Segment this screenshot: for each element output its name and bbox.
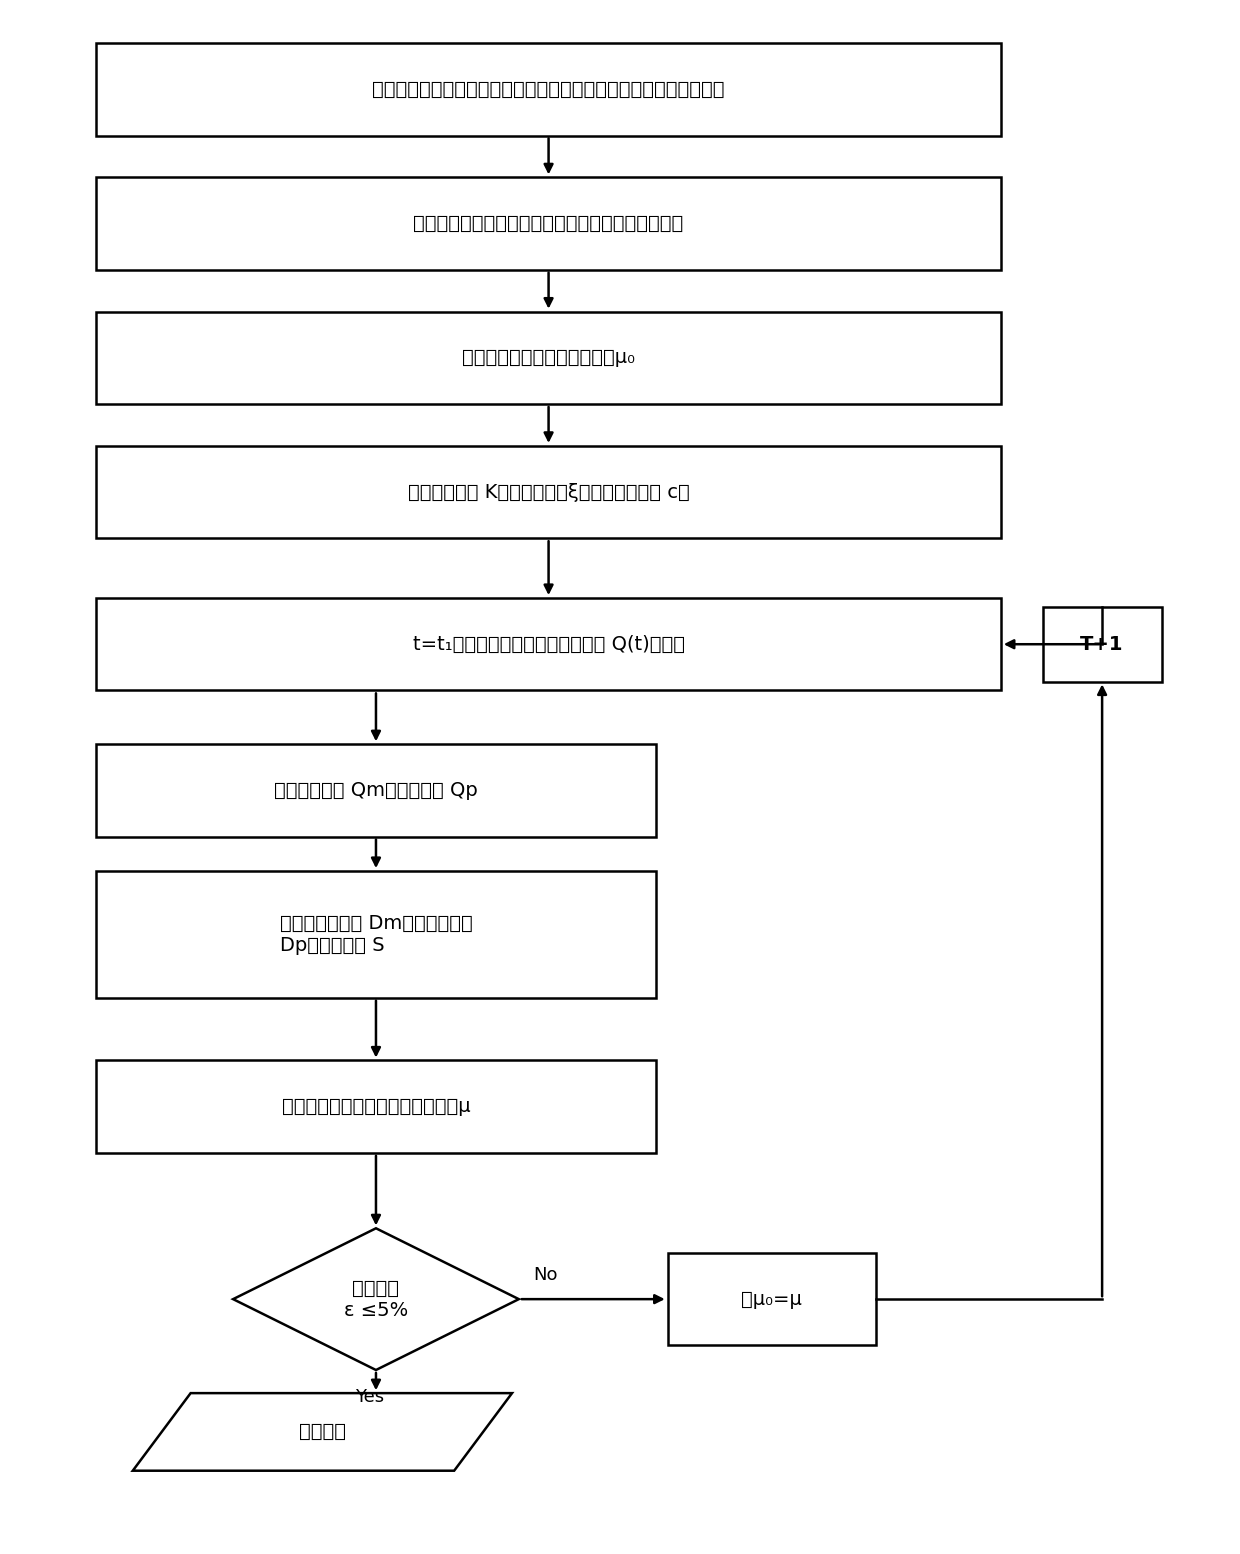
Polygon shape <box>97 1060 656 1153</box>
Polygon shape <box>233 1228 518 1371</box>
Polygon shape <box>1043 608 1162 682</box>
Text: No: No <box>533 1267 558 1284</box>
Text: 相对误差
ε ≤5%: 相对误差 ε ≤5% <box>343 1279 408 1319</box>
Text: T+1: T+1 <box>1080 634 1123 654</box>
Polygon shape <box>97 870 656 998</box>
Text: 输入被测者姓名、性别、年龄、身高、体重、肩宽、收缩压、舒张压: 输入被测者姓名、性别、年龄、身高、体重、肩宽、收缩压、舒张压 <box>372 79 725 99</box>
Polygon shape <box>97 44 1001 135</box>
Polygon shape <box>667 1253 875 1346</box>
Polygon shape <box>97 598 1001 690</box>
Polygon shape <box>97 177 1001 270</box>
Polygon shape <box>133 1392 512 1470</box>
Text: 计算平均切变率 Dm、峰値切变率
Dp、粘度参数 S: 计算平均切变率 Dm、峰値切变率 Dp、粘度参数 S <box>279 914 472 954</box>
Text: t=t₁时，计算压力梯度及血流量値 Q(t)并存储: t=t₁时，计算压力梯度及血流量値 Q(t)并存储 <box>413 634 684 654</box>
Polygon shape <box>97 311 1001 404</box>
Polygon shape <box>97 446 1001 538</box>
Text: 令μ₀=μ: 令μ₀=μ <box>742 1290 802 1308</box>
Polygon shape <box>97 744 656 836</box>
Text: Yes: Yes <box>356 1388 384 1406</box>
Text: 输入常数项并给定初始粘度値μ₀: 输入常数项并给定初始粘度値μ₀ <box>463 348 635 367</box>
Text: 计算波形因子 K値，粘度系数ξ値，波传播速度 c値: 计算波形因子 K値，粘度系数ξ値，波传播速度 c値 <box>408 483 689 502</box>
Text: 计算平均流量 Qm、峰値流量 Qp: 计算平均流量 Qm、峰値流量 Qp <box>274 782 477 800</box>
Text: 采集、显示、存储脉搞波波形，得到平均波形并标定: 采集、显示、存储脉搞波波形，得到平均波形并标定 <box>413 214 683 233</box>
Text: 计算一个心动周期内的血液粘度値μ: 计算一个心动周期内的血液粘度値μ <box>281 1097 470 1116</box>
Text: 输出结果: 输出结果 <box>299 1422 346 1442</box>
